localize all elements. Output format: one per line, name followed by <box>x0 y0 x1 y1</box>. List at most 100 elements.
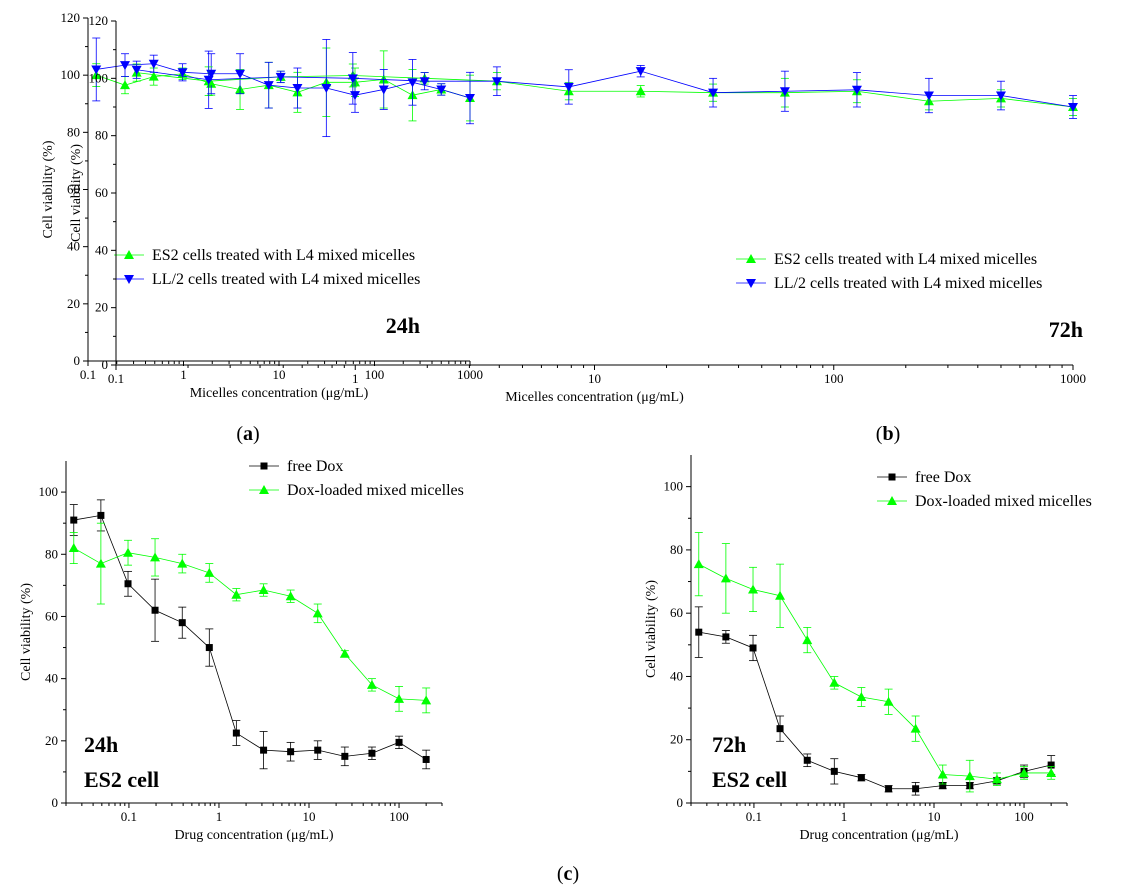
chart-panel-4: 0 20 40 60 80 100 0.1 1 10 100 Drug concentration … <box>644 455 1092 843</box>
series-line <box>136 72 1074 108</box>
data-point <box>124 580 132 588</box>
legend-entry: LL/2 cells treated with L4 mixed micelle… <box>152 271 420 288</box>
annotation-text: 72h <box>712 732 746 757</box>
data-point <box>95 558 106 568</box>
data-point <box>851 85 862 95</box>
data-point <box>231 589 242 599</box>
series-2 <box>131 50 1078 119</box>
legend-entry: LL/2 cells treated with L4 mixed micelle… <box>774 275 1042 292</box>
series-line <box>136 69 1074 108</box>
legend-marker <box>746 279 756 288</box>
data-point <box>151 606 159 614</box>
data-point <box>341 752 349 760</box>
series-1 <box>91 47 475 122</box>
data-point <box>776 725 784 733</box>
data-point <box>204 567 215 577</box>
panel-label: (c) <box>557 863 579 885</box>
data-point <box>635 86 646 96</box>
data-point <box>321 84 332 94</box>
y-axis-label: Cell viability (%) <box>41 140 56 238</box>
x-axis-label: Micelles concentration (μg/mL) <box>190 386 369 401</box>
legend-marker <box>124 250 134 259</box>
y-tick-label: 100 <box>89 70 109 85</box>
data-point <box>203 75 214 85</box>
data-point <box>635 67 646 77</box>
data-point <box>436 85 447 95</box>
y-tick-label: 80 <box>45 546 58 561</box>
x-tick-label: 10 <box>303 809 316 824</box>
y-tick-label: 0 <box>102 357 109 372</box>
data-point <box>419 77 430 87</box>
x-tick-label: 100 <box>1014 809 1034 824</box>
legend-marker <box>260 462 268 470</box>
x-axis-label: Micelles concentration (μg/mL) <box>505 390 684 405</box>
data-point <box>491 77 502 87</box>
y-tick-label: 40 <box>67 239 80 254</box>
data-point <box>232 729 240 737</box>
x-tick-label: 1 <box>216 809 223 824</box>
x-tick-label: 0.1 <box>746 809 762 824</box>
data-point <box>421 695 432 705</box>
data-point <box>1068 103 1078 112</box>
legend-entry: Dox-loaded mixed micelles <box>915 493 1092 510</box>
legend-marker <box>124 275 134 284</box>
data-point <box>235 69 246 79</box>
y-tick-label: 0 <box>677 795 684 810</box>
y-tick-label: 40 <box>95 242 108 257</box>
y-tick-label: 20 <box>45 733 58 748</box>
legend-entry: free Dox <box>915 469 971 486</box>
x-tick-label: 0.1 <box>121 809 137 824</box>
legend-entry: ES2 cells treated with L4 mixed micelles <box>152 247 415 264</box>
data-point <box>693 559 704 569</box>
y-tick-label: 120 <box>61 10 81 25</box>
data-point <box>937 769 948 779</box>
series-line <box>73 514 427 760</box>
data-point <box>287 748 295 756</box>
y-axis-label: Cell viability (%) <box>69 144 84 242</box>
x-tick-label: 10 <box>588 371 601 386</box>
x-tick-label: 10 <box>273 367 286 382</box>
y-tick-label: 60 <box>67 182 80 197</box>
legend-entry: ES2 cells treated with L4 mixed micelles <box>774 251 1037 268</box>
data-point <box>465 94 475 104</box>
x-tick-label: 1 <box>841 809 848 824</box>
y-tick-label: 80 <box>95 128 108 143</box>
panel-label: (b) <box>876 423 900 445</box>
data-point <box>748 584 759 594</box>
y-tick-label: 20 <box>67 296 80 311</box>
legend-entry: free Dox <box>287 458 343 475</box>
x-tick-label: 1 <box>180 367 187 382</box>
x-axis-label: Drug concentration (μg/mL) <box>174 828 333 843</box>
series-1 <box>69 499 431 770</box>
data-point <box>830 767 838 775</box>
y-tick-label: 120 <box>89 13 109 28</box>
data-point <box>292 84 303 94</box>
data-point <box>1019 767 1030 777</box>
data-point <box>148 59 159 69</box>
series-line <box>96 63 471 99</box>
series-2 <box>693 532 1057 793</box>
data-point <box>339 648 350 658</box>
data-point <box>119 61 130 71</box>
y-tick-label: 80 <box>67 124 80 139</box>
annotation-text: 72h <box>1049 317 1083 342</box>
data-point <box>857 774 865 782</box>
series-2 <box>91 37 475 138</box>
legend: free Dox Dox-loaded mixed micelles <box>249 458 464 499</box>
data-point <box>131 65 142 75</box>
legend: free Dox Dox-loaded mixed micelles <box>877 469 1092 510</box>
data-point <box>314 746 322 754</box>
data-point <box>708 88 719 98</box>
data-point <box>923 91 934 101</box>
data-point <box>68 543 79 553</box>
data-point <box>695 628 703 636</box>
x-tick-label: 0.1 <box>108 371 124 386</box>
data-point <box>803 756 811 764</box>
legend-entry: Dox-loaded mixed micelles <box>287 482 464 499</box>
data-point <box>368 749 376 757</box>
y-tick-label: 80 <box>670 542 683 557</box>
data-point <box>394 693 405 703</box>
legend-marker <box>746 254 756 263</box>
data-point <box>275 72 286 82</box>
